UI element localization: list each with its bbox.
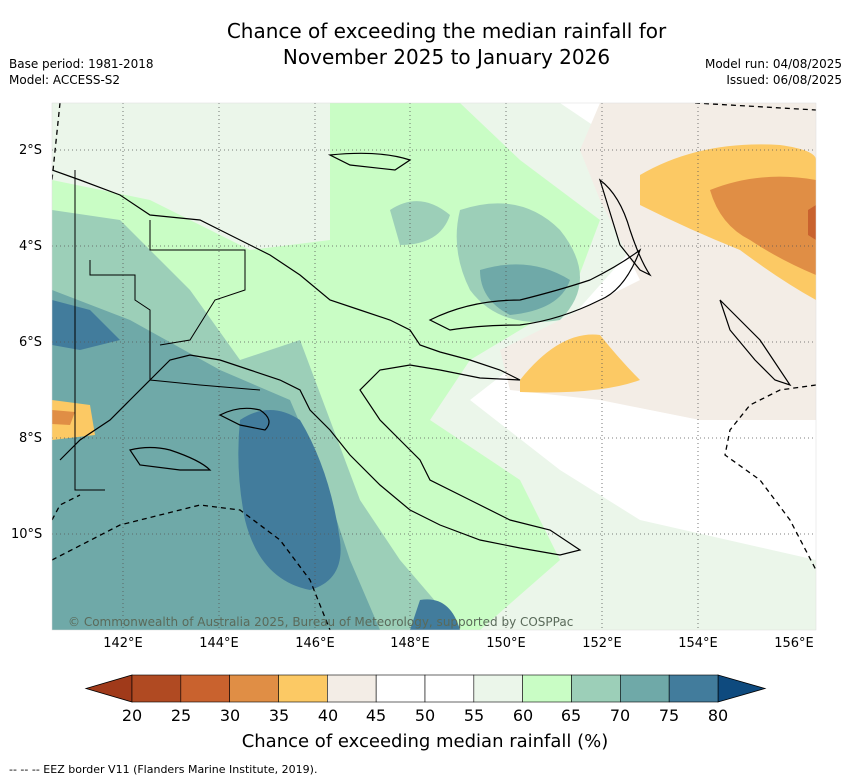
lat-tick: 2°S: [19, 143, 43, 158]
chart-title: Chance of exceeding the median rainfall …: [0, 18, 850, 70]
colorbar-swatch: [571, 674, 621, 703]
colorbar-swatch: [327, 674, 377, 703]
blob-70: [480, 264, 570, 315]
colorbar-swatch: [278, 674, 328, 703]
colorbar-label: 35: [268, 706, 290, 725]
colorbar-low-arrow: [84, 674, 133, 703]
lon-tick: 150°E: [486, 636, 526, 651]
meta-right: Model run: 04/08/2025 Issued: 06/08/2025: [705, 56, 842, 88]
colorbar-swatch: [375, 674, 426, 703]
colorbar-swatch: [131, 674, 182, 703]
eez-legend: -- -- -- EEZ border V11 (Flanders Marine…: [9, 763, 318, 776]
colorbar-label: 45: [365, 706, 387, 725]
title-line-2: November 2025 to January 2026: [282, 45, 611, 69]
map-field: © Commonwealth of Australia 2025, Bureau…: [52, 103, 816, 630]
band-75-c: [410, 599, 460, 630]
lon-tick: 156°E: [774, 636, 814, 651]
colorbar-swatch: [180, 674, 230, 703]
borders: [74, 170, 261, 491]
colorbar-label: 60: [512, 706, 534, 725]
colorbar-label: 25: [170, 706, 192, 725]
colorbar: [84, 674, 767, 703]
band-30-b: [52, 410, 75, 425]
lon-tick: 152°E: [582, 636, 622, 651]
colorbar-label: 50: [414, 706, 436, 725]
lon-tick: 144°E: [199, 636, 239, 651]
base-period: Base period: 1981-2018: [9, 57, 154, 71]
model-name: Model: ACCESS-S2: [9, 73, 121, 87]
colorbar-swatch: [473, 674, 523, 703]
band-25: [808, 205, 816, 240]
map-frame: [51, 102, 817, 631]
lon-tick: 148°E: [390, 636, 430, 651]
colorbar-swatch: [229, 674, 279, 703]
band-75-b: [52, 300, 120, 350]
colorbar-swatch: [620, 674, 670, 703]
colorbar-high-arrow: [717, 674, 767, 703]
band-30: [710, 176, 816, 275]
lat-tick: 10°S: [11, 527, 43, 542]
lon-tick: 146°E: [295, 636, 335, 651]
colorbar-label: 20: [121, 706, 143, 725]
eez-border: [52, 103, 816, 630]
title-line-1: Chance of exceeding the median rainfall …: [226, 19, 667, 43]
model-run: Model run: 04/08/2025: [704, 57, 842, 71]
issued-date: Issued: 06/08/2025: [726, 73, 842, 87]
meta-left: Base period: 1981-2018 Model: ACCESS-S2: [9, 56, 154, 88]
colorbar-label: 70: [609, 706, 631, 725]
colorbar-label: 75: [658, 706, 680, 725]
colorbar-label: 55: [463, 706, 485, 725]
lat-tick: 8°S: [19, 431, 43, 446]
credit-text: © Commonwealth of Australia 2025, Bureau…: [68, 615, 573, 629]
lon-tick: 154°E: [678, 636, 718, 651]
colorbar-swatch: [424, 674, 475, 703]
colorbar-swatch: [522, 674, 572, 703]
colorbar-label: 80: [707, 706, 729, 725]
band-35-b: [520, 334, 640, 393]
colorbar-swatch: [668, 674, 719, 703]
colorbar-title: Chance of exceeding median rainfall (%): [241, 731, 609, 752]
colorbar-label: 40: [317, 706, 339, 725]
colorbar-label: 65: [560, 706, 582, 725]
colorbar-label: 30: [219, 706, 241, 725]
coastlines: [52, 152, 792, 556]
lon-tick: 142°E: [103, 636, 143, 651]
lat-tick: 4°S: [19, 239, 43, 254]
lat-tick: 6°S: [19, 335, 43, 350]
blob-65-a: [390, 201, 450, 245]
graticule: [52, 103, 816, 630]
band-35-c: [52, 400, 95, 440]
